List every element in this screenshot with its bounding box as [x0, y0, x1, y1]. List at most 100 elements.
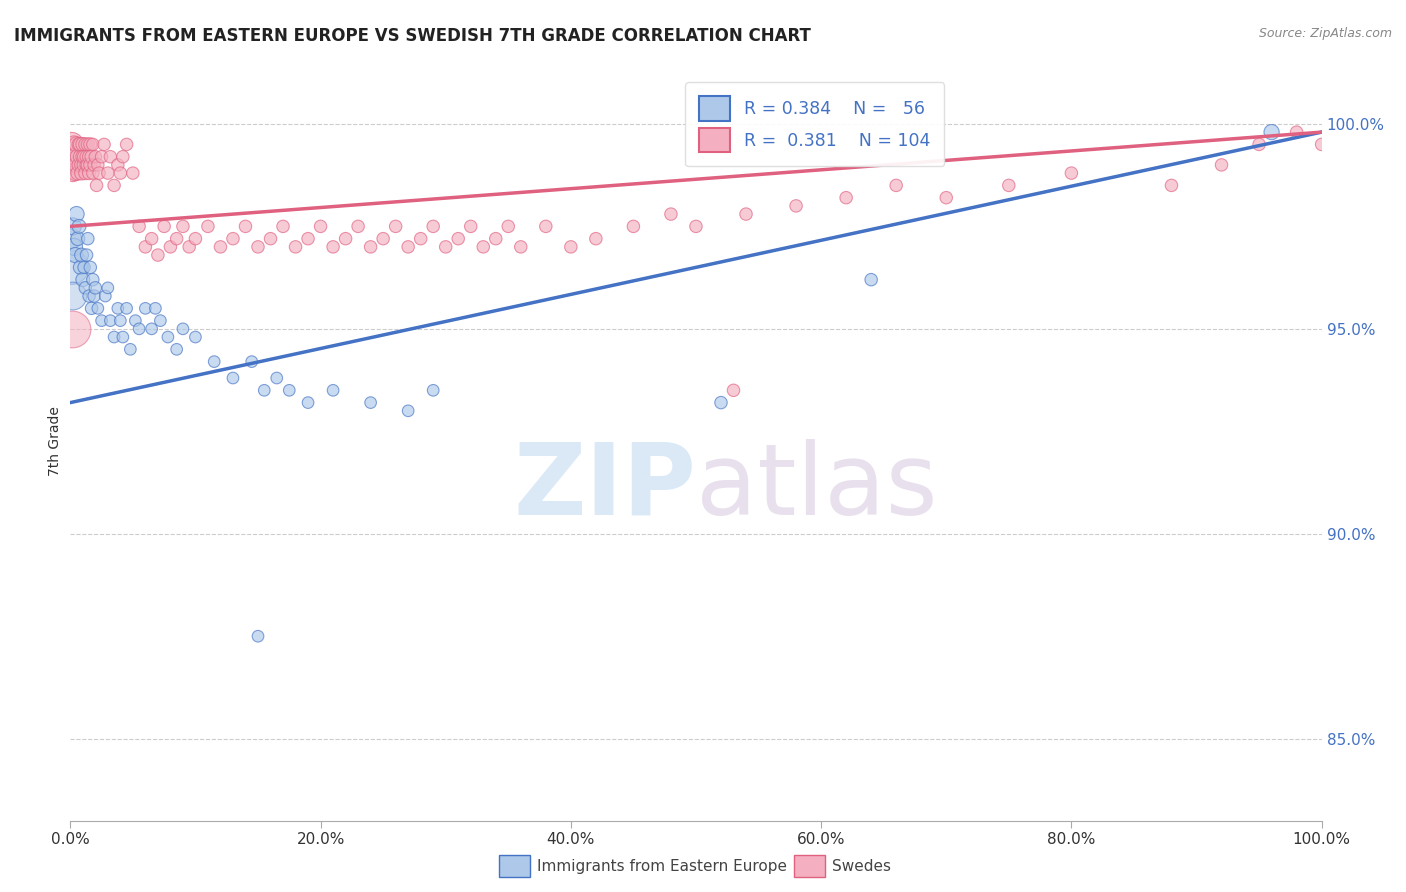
- Point: [128, 219, 150, 234]
- Point: [83, 158, 105, 172]
- Point: [62, 289, 84, 303]
- Point: [1060, 166, 1083, 180]
- Point: [146, 248, 169, 262]
- Point: [271, 219, 294, 234]
- Point: [585, 232, 607, 246]
- Point: [128, 322, 150, 336]
- Point: [560, 240, 582, 254]
- Point: [60, 322, 83, 336]
- Point: [149, 313, 172, 327]
- Point: [66, 150, 89, 164]
- Point: [184, 330, 207, 344]
- Point: [98, 313, 121, 327]
- Point: [309, 219, 332, 234]
- Text: Source: ZipAtlas.com: Source: ZipAtlas.com: [1258, 27, 1392, 40]
- Point: [87, 301, 110, 316]
- Point: [72, 150, 94, 164]
- Point: [66, 232, 89, 246]
- Point: [73, 260, 96, 275]
- Point: [1260, 125, 1282, 139]
- Text: IMMIGRANTS FROM EASTERN EUROPE VS SWEDISH 7TH GRADE CORRELATION CHART: IMMIGRANTS FROM EASTERN EUROPE VS SWEDIS…: [14, 27, 811, 45]
- Point: [82, 166, 104, 180]
- Point: [72, 273, 94, 287]
- Point: [347, 219, 370, 234]
- Point: [65, 166, 87, 180]
- Point: [63, 240, 86, 254]
- Point: [1310, 137, 1333, 152]
- Point: [141, 232, 163, 246]
- Point: [72, 137, 94, 152]
- Point: [322, 384, 344, 398]
- Y-axis label: 7th Grade: 7th Grade: [48, 407, 62, 476]
- Point: [69, 150, 91, 164]
- Text: Immigrants from Eastern Europe: Immigrants from Eastern Europe: [537, 859, 787, 873]
- Point: [62, 166, 84, 180]
- Point: [209, 240, 232, 254]
- Point: [60, 232, 83, 246]
- Point: [166, 232, 188, 246]
- Point: [172, 322, 194, 336]
- Point: [76, 158, 98, 172]
- Point: [422, 219, 444, 234]
- Point: [621, 219, 644, 234]
- Point: [60, 137, 83, 152]
- Point: [69, 260, 91, 275]
- Point: [485, 232, 508, 246]
- Point: [153, 219, 176, 234]
- Point: [1285, 125, 1308, 139]
- Point: [384, 219, 406, 234]
- Point: [197, 219, 219, 234]
- Point: [82, 273, 104, 287]
- Point: [460, 219, 482, 234]
- Point: [80, 301, 103, 316]
- Point: [472, 240, 495, 254]
- Point: [253, 384, 276, 398]
- Point: [90, 313, 112, 327]
- Point: [69, 137, 91, 152]
- Point: [141, 322, 163, 336]
- Point: [93, 137, 115, 152]
- Point: [79, 137, 101, 152]
- Point: [76, 248, 98, 262]
- Point: [79, 158, 101, 172]
- Point: [156, 330, 179, 344]
- Point: [735, 207, 758, 221]
- Point: [284, 240, 307, 254]
- Point: [335, 232, 357, 246]
- Point: [77, 150, 100, 164]
- Point: [67, 219, 90, 234]
- Point: [1249, 137, 1271, 152]
- Point: [124, 313, 146, 327]
- Point: [860, 273, 883, 287]
- Point: [710, 395, 733, 409]
- Point: [75, 281, 97, 295]
- Point: [97, 281, 120, 295]
- Point: [65, 137, 87, 152]
- Point: [79, 260, 101, 275]
- Point: [322, 240, 344, 254]
- Point: [222, 371, 245, 385]
- Point: [145, 301, 167, 316]
- Legend: R = 0.384    N =   56, R =  0.381    N = 104: R = 0.384 N = 56, R = 0.381 N = 104: [685, 82, 945, 166]
- Point: [83, 289, 105, 303]
- Point: [63, 137, 86, 152]
- Point: [235, 219, 257, 234]
- Point: [409, 232, 432, 246]
- Point: [447, 232, 470, 246]
- Text: atlas: atlas: [696, 439, 938, 535]
- Point: [66, 166, 89, 180]
- Point: [509, 240, 531, 254]
- Point: [434, 240, 457, 254]
- Point: [67, 137, 90, 152]
- Point: [73, 158, 96, 172]
- Point: [98, 150, 121, 164]
- Point: [94, 289, 117, 303]
- Point: [76, 158, 98, 172]
- Point: [1160, 178, 1182, 193]
- Point: [60, 260, 83, 275]
- Point: [110, 166, 132, 180]
- Point: [785, 199, 807, 213]
- Point: [65, 150, 87, 164]
- Point: [184, 232, 207, 246]
- Point: [247, 240, 270, 254]
